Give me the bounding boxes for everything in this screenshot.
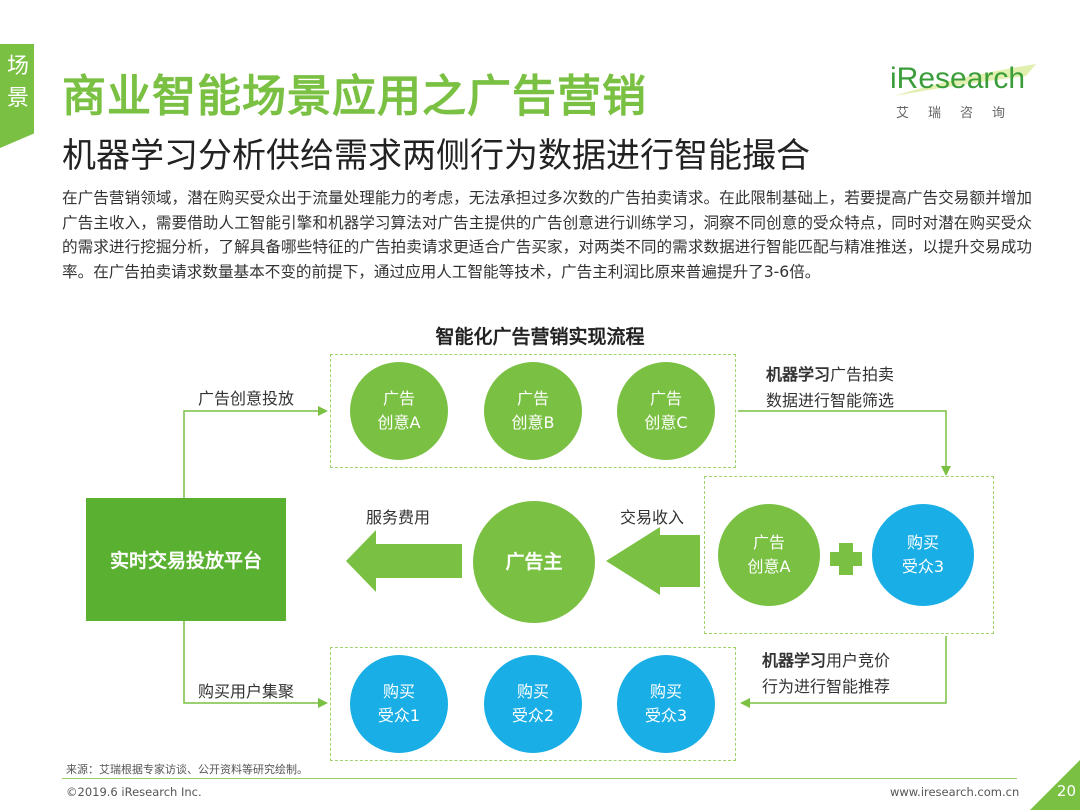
label-service-fee: 服务费用 xyxy=(366,508,431,527)
match-group xyxy=(704,476,994,634)
ml-line2: 数据进行智能筛选 xyxy=(766,391,895,410)
arrow-trade-income-icon xyxy=(606,527,700,595)
iresearch-logo: iResearch 艾瑞咨询 xyxy=(890,62,1040,122)
ml-rest: 广告拍卖 xyxy=(830,365,895,384)
circle-label: 广告 xyxy=(649,389,682,408)
section-tab: 场 景 xyxy=(0,44,34,148)
source-note: 来源：艾瑞根据专家访谈、公开资料等研究绘制。 xyxy=(66,763,308,776)
label-user-aggregation: 购买用户集聚 xyxy=(198,682,295,701)
circle-label: 受众2 xyxy=(511,706,555,725)
logo-swoosh-icon xyxy=(894,64,1036,96)
copyright: ©2019.6 iResearch Inc. xyxy=(66,785,202,799)
circle-label: 受众3 xyxy=(644,706,688,725)
page-number: 20 xyxy=(1056,782,1076,800)
audiences-group xyxy=(330,647,736,761)
label-trade-income: 交易收入 xyxy=(620,508,685,527)
description-paragraph: 在广告营销领域，潜在购买受众出于流量处理能力的考虑，无法承担过多次数的广告拍卖请… xyxy=(62,189,1032,281)
line-platform-to-audiences xyxy=(183,621,328,708)
circle-label: 购买 xyxy=(649,682,682,701)
circle-label: 受众1 xyxy=(377,706,421,725)
circle-label: 受众3 xyxy=(901,557,945,576)
line-creatives-to-match xyxy=(738,410,951,476)
creative-b-circle: 广告 创意B xyxy=(484,362,582,460)
circle-label: 购买 xyxy=(382,682,415,701)
logo-wordmark: iResearch xyxy=(890,62,1026,95)
circle-label: 广告 xyxy=(382,389,415,408)
page-subtitle: 机器学习分析供给需求两侧行为数据进行智能撮合 xyxy=(62,136,810,176)
audience-1-circle: 购买 受众1 xyxy=(350,655,448,753)
plus-icon xyxy=(830,543,862,575)
advertiser-label: 广告主 xyxy=(505,551,563,573)
circle-label: 创意A xyxy=(377,413,421,432)
circle-label: 创意B xyxy=(511,413,555,432)
platform-label: 实时交易投放平台 xyxy=(109,550,262,572)
circle-label: 购买 xyxy=(906,533,939,552)
ml-bold: 机器学习 xyxy=(766,365,831,384)
label-ml-auction-filter: 机器学习广告拍卖 数据进行智能筛选 xyxy=(766,362,894,414)
trading-platform-box: 实时交易投放平台 xyxy=(86,498,286,621)
circle-label: 创意C xyxy=(644,413,688,432)
page-title: 商业智能场景应用之广告营销 xyxy=(62,71,647,122)
logo-chinese: 艾瑞咨询 xyxy=(896,106,1025,121)
flow-title: 智能化广告营销实现流程 xyxy=(435,326,645,348)
label-ml-bid-recommend: 机器学习用户竞价 行为进行智能推荐 xyxy=(762,648,890,700)
ml-line2: 行为进行智能推荐 xyxy=(762,677,891,696)
creatives-group xyxy=(330,354,736,468)
footer-divider xyxy=(62,778,1017,779)
creative-a-circle: 广告 创意A xyxy=(350,362,448,460)
creative-c-circle: 广告 创意C xyxy=(617,362,715,460)
arrow-service-fee-icon xyxy=(346,530,462,592)
website-url: www.iresearch.com.cn xyxy=(890,785,1020,799)
line-platform-to-creatives xyxy=(183,406,328,498)
audience-2-circle: 购买 受众2 xyxy=(484,655,582,753)
circle-label: 购买 xyxy=(516,682,549,701)
line-match-to-audiences xyxy=(740,636,947,708)
circle-label: 创意A xyxy=(747,557,791,576)
audience-3-circle: 购买 受众3 xyxy=(617,655,715,753)
label-creative-delivery: 广告创意投放 xyxy=(198,389,295,408)
ml-rest: 用户竞价 xyxy=(826,651,891,670)
circle-label: 广告 xyxy=(752,533,785,552)
ml-bold: 机器学习 xyxy=(762,651,827,670)
advertiser-circle: 广告主 xyxy=(473,501,595,623)
matched-audience-circle: 购买 受众3 xyxy=(872,504,974,606)
matched-creative-circle: 广告 创意A xyxy=(718,504,820,606)
section-tab-char-1: 场 xyxy=(6,54,29,79)
circle-label: 广告 xyxy=(516,389,549,408)
section-tab-char-2: 景 xyxy=(6,86,29,111)
